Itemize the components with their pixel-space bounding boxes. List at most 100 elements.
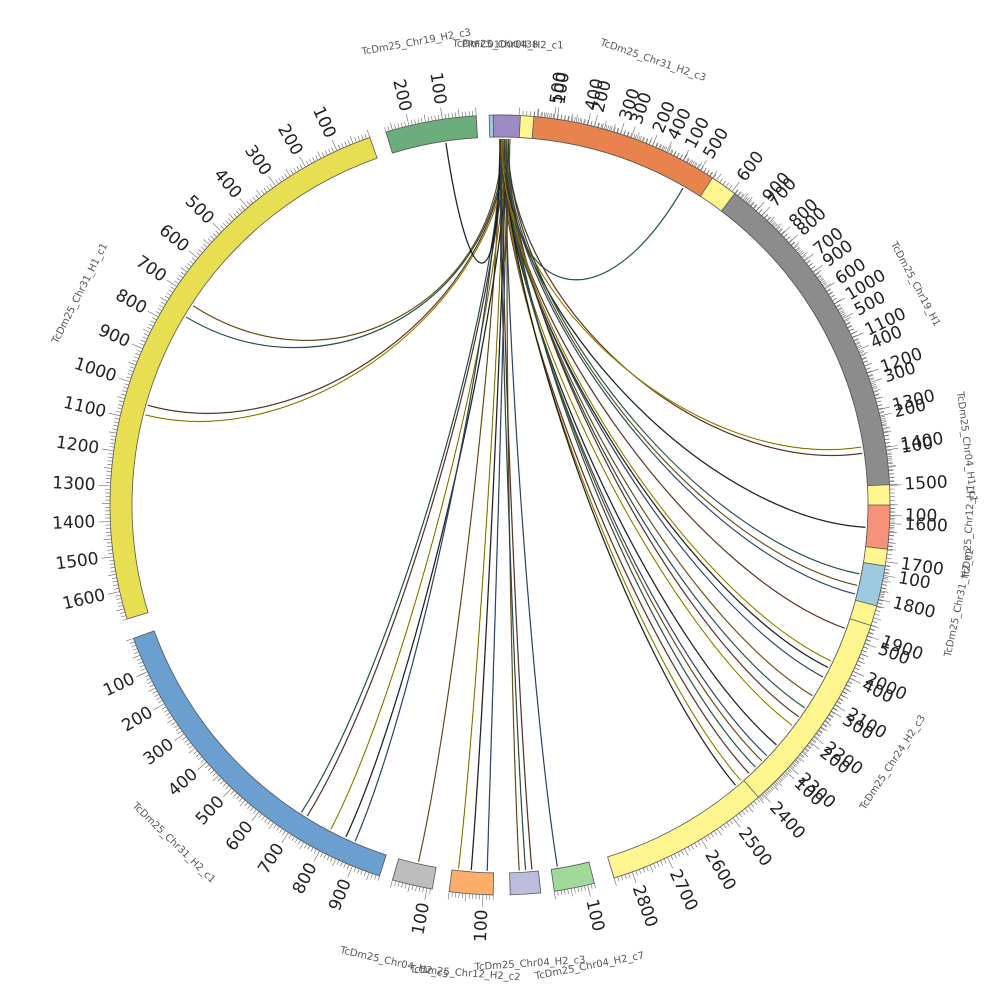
tick-marks [98,129,371,621]
sequence-label-tcdm25-chr04-h2-c1: TcDm25_Chr04_H2_c1 [451,39,563,52]
tick-label: 2400 [765,798,809,843]
ideogram-tcdm25-chr31-h2-c1 [133,630,387,877]
sequence-label-tcdm25-chr12-h1: TcDm25_Chr12_H1 [961,484,977,580]
tick-label: 300 [140,734,178,769]
tick-label: 100 [100,669,138,701]
tick-label: 1100 [61,393,108,422]
ticks-tcdm25-chr04-h2-c7: 100 [554,883,608,933]
tick-label: 1600 [61,585,108,614]
ideogram-tcdm25-chr19-h1 [720,192,890,487]
tick-label: 2500 [734,824,776,871]
tick-marks [758,625,879,804]
ideogram-tcdm25-chr12-h1 [865,504,891,550]
tick-marks [887,504,902,551]
link [185,138,505,349]
tick-marks [518,107,902,886]
ideogram-tcdm25-chr31-h2-c2 [854,562,886,607]
tick-label: 200 [273,121,307,159]
link [507,139,860,575]
tick-label: 200 [388,77,415,113]
link [505,139,858,587]
link [503,138,768,757]
tick-label: 800 [112,285,150,318]
link [192,138,503,342]
link [145,139,509,423]
tick-label: 100 [471,909,492,942]
tick-label: 100 [549,71,574,106]
link [499,138,845,629]
tick-label: 200 [118,703,156,737]
ideogram-tcdm25-chr12-h2-c2 [448,869,494,896]
sequence-label-tcdm25-chr04-h2-c5: TcDm25_Chr04_H2_c5 [338,945,450,981]
link [501,138,777,746]
sequence-label-prfc01000438: PRFC01000438 [462,40,539,51]
tick-label: 900 [759,169,795,207]
tick-label: 600 [155,220,193,256]
tick-marks [533,106,718,179]
link [147,139,507,414]
tick-label: 100 [308,103,340,141]
tick-marks [734,189,899,485]
tick-marks [384,107,477,133]
link [345,139,509,838]
tick-label: 800 [289,859,322,897]
link [486,139,509,871]
tick-label: 1600 [904,514,948,536]
links-layer [145,138,866,871]
link [445,138,501,264]
link [501,138,742,781]
tick-label: 1800 [891,593,938,623]
tick-label: 900 [325,876,356,914]
tick-label: 400 [164,764,202,800]
tick-label: 1300 [52,473,96,495]
tick-label: 100 [905,506,938,527]
tick-label: 1500 [904,472,948,494]
ideogram-tcdm25-chr31-h2-c3 [531,116,713,197]
tick-label: 500 [181,191,218,228]
link [457,138,505,869]
tick-label: 900 [95,321,133,352]
tick-marks [876,565,896,609]
sequence-label-layer: PRFC01000438TcDm25_Chr04_H1_c1TcDm25_Chr… [50,27,979,983]
tick-label: 1000 [72,354,119,387]
link [330,139,507,830]
tick-marks [125,638,380,881]
tick-label: 1500 [54,549,100,575]
sequence-label-tcdm25-chr31-h2-c3: TcDm25_Chr31_H2_c3 [598,37,707,84]
tick-label: 400 [209,165,245,203]
tick-label: 1400 [52,512,96,534]
tick-label: 1200 [55,433,101,459]
tick-marks [390,879,431,900]
tick-label: 600 [222,817,258,855]
link [507,139,756,768]
ideogram-tcdm25-chr31-h1-c1 [109,136,378,620]
link [501,138,832,662]
tick-label: 100 [900,433,935,457]
tick-label: 100 [581,897,608,933]
tick-label: 500 [192,792,229,829]
ticks-tcdm25-chr12-h2-c2: 100 [447,891,494,942]
tick-marks [554,883,596,900]
link [354,138,501,842]
tick-label: 700 [132,252,170,287]
link [503,138,856,595]
tick-label: 100 [408,901,434,937]
tick-label: 700 [254,840,288,878]
link [499,138,862,451]
ideogram-tcdm25-chr19-h2-c3 [385,115,478,154]
link [500,138,503,263]
link [503,138,736,786]
link [300,138,503,813]
ideogram-tcdm25-chr04-h2-c7 [550,861,595,892]
tick-label: 2800 [628,883,661,930]
ideogram-layer [109,114,891,896]
ideogram-tcdm25-chr04-h2-c5 [392,858,437,890]
link [306,138,505,817]
ideogram-tcdm25-chr04-h2-c3 [509,870,542,896]
ideogram-tcdm25-chr24-h2-c3 [743,618,872,798]
sequence-label-tcdm25-chr31-h2-c2: TcDm25_Chr31_H2_c2 [943,547,977,659]
tick-label: 100 [425,71,450,106]
